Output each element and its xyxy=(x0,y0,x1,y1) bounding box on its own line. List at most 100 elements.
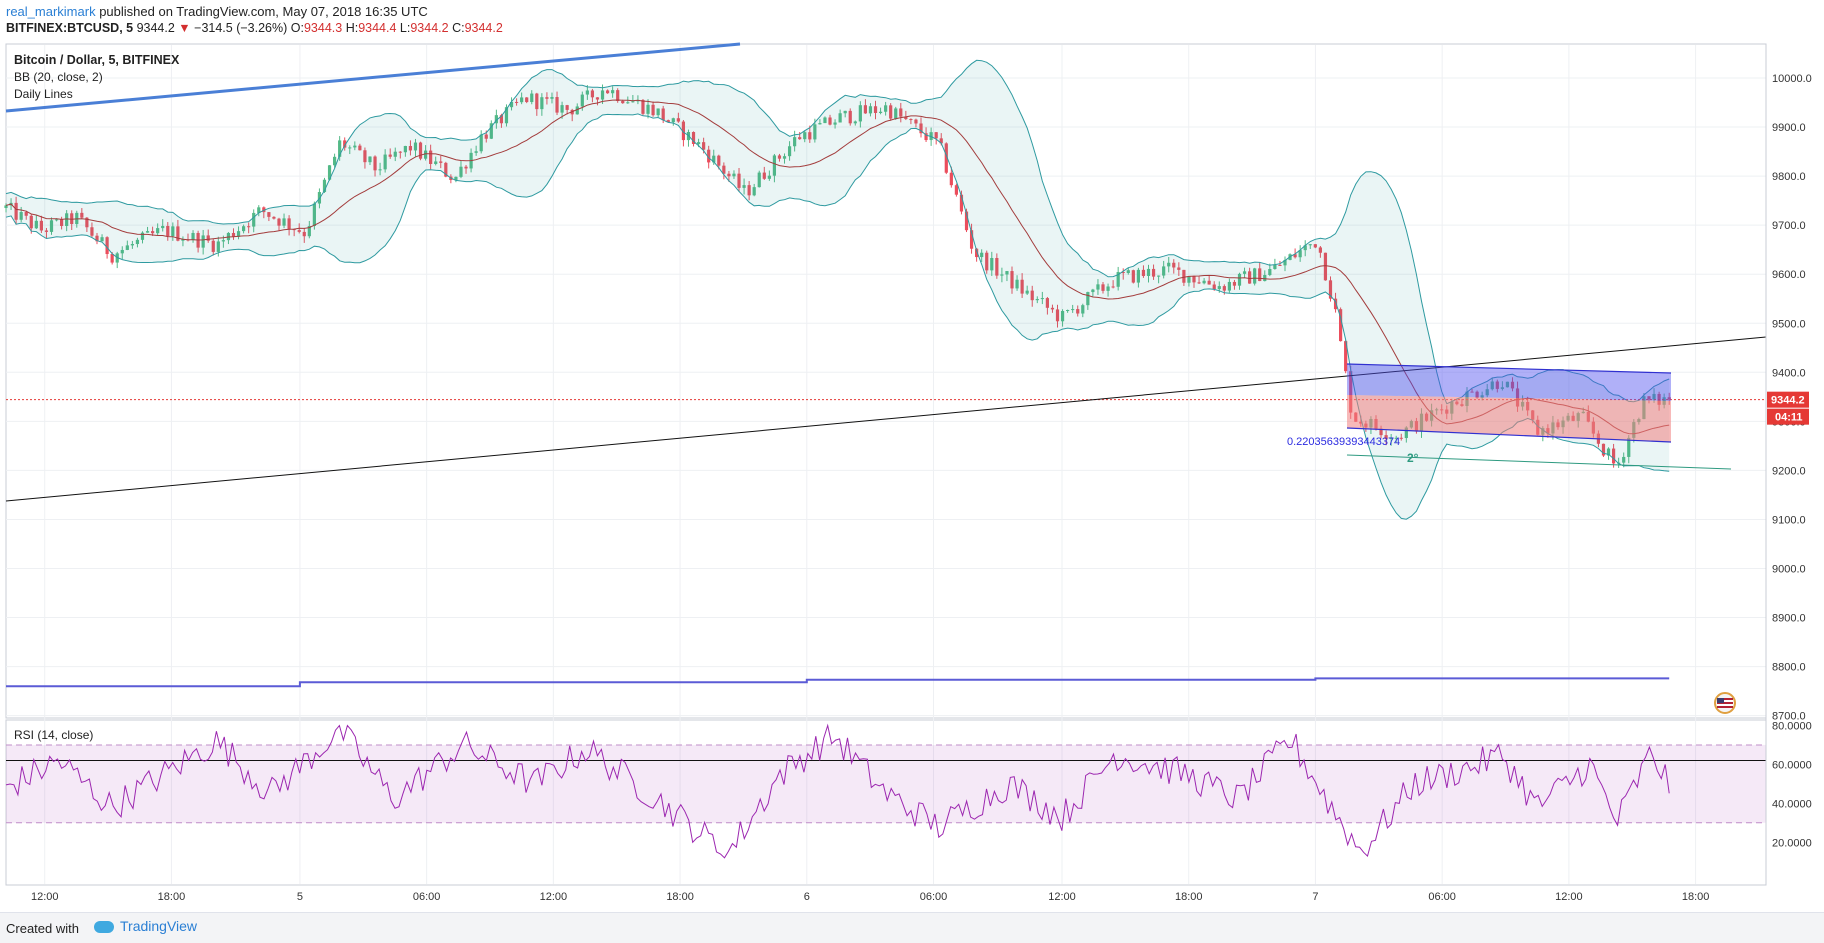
countdown-label-bg xyxy=(1767,408,1809,425)
candle-body xyxy=(221,240,225,242)
candle-body xyxy=(813,124,817,140)
candle-body xyxy=(236,231,241,237)
candle-body xyxy=(1076,309,1080,314)
candle-body xyxy=(611,90,615,94)
price-tick-label: 9700.0 xyxy=(1772,220,1806,232)
created-with-label: Created with xyxy=(6,921,79,936)
candle-body xyxy=(100,237,104,242)
legend-rsi: RSI (14, close) xyxy=(14,728,93,742)
candle-body xyxy=(166,225,170,237)
candle-body xyxy=(843,110,847,114)
time-tick-label: 12:00 xyxy=(31,891,59,903)
tradingview-brand: TradingView xyxy=(120,918,198,934)
time-tick-label: 18:00 xyxy=(1682,891,1710,903)
candle-body xyxy=(985,252,989,271)
candle-body xyxy=(1601,443,1606,456)
candle-body xyxy=(889,105,893,119)
candle-body xyxy=(914,119,918,124)
candle-body xyxy=(1207,280,1211,285)
candle-body xyxy=(939,138,943,144)
candle-body xyxy=(1045,298,1049,308)
price-tick-label: 9000.0 xyxy=(1772,564,1806,576)
candle-body xyxy=(287,218,291,230)
candle-body xyxy=(292,229,296,231)
drawings[interactable]: 0.22035639393443374 2° xyxy=(5,42,1767,502)
candle-body xyxy=(343,140,347,148)
candle-body xyxy=(540,97,544,110)
bb-basis-line xyxy=(5,99,1670,435)
rsi-tick-label: 20.0000 xyxy=(1772,837,1812,849)
candle-body xyxy=(171,226,175,237)
candle-body xyxy=(1500,387,1504,389)
close-value: 9344.2 xyxy=(464,21,503,35)
candle-body xyxy=(312,203,316,226)
time-tick-label: 7 xyxy=(1312,891,1318,903)
candle-body xyxy=(1202,280,1206,284)
candle-body xyxy=(828,117,832,125)
candle-body xyxy=(378,169,382,171)
time-tick-label: 18:00 xyxy=(1175,891,1203,903)
price-tick-label: 9500.0 xyxy=(1772,318,1806,330)
candle-body xyxy=(995,257,999,276)
footer: Created with TradingView xyxy=(0,912,1824,943)
candle-body xyxy=(216,241,220,252)
ohlc-line: BITFINEX:BTCUSD, 5 9344.2 ▼ −314.5 (−3.2… xyxy=(6,21,503,35)
candle-body xyxy=(363,150,367,163)
candle-body xyxy=(1273,264,1277,269)
candle-body xyxy=(135,239,140,245)
candle-body xyxy=(1394,437,1398,439)
candle-body xyxy=(125,245,129,250)
candle-body xyxy=(1293,254,1297,258)
candle-body xyxy=(545,97,549,99)
candle-body xyxy=(348,147,352,149)
candle-body xyxy=(949,172,953,186)
candle-body xyxy=(924,133,928,141)
candle-body xyxy=(327,165,332,180)
price-pane[interactable] xyxy=(5,43,1767,719)
blue-trendline xyxy=(5,42,741,113)
chart-canvas[interactable]: 0.22035639393443374 2° 10000.0 9900.0 9800.… xyxy=(0,0,1824,912)
price-tick-label: 8700.0 xyxy=(1772,711,1806,723)
candle-body xyxy=(1050,307,1055,310)
candle-body xyxy=(1192,276,1196,283)
candle-body xyxy=(176,226,180,241)
candle-body xyxy=(585,90,589,95)
candle-body xyxy=(565,105,569,110)
angle-line xyxy=(1346,454,1732,470)
candle-body xyxy=(1333,298,1338,310)
candle-body xyxy=(1389,437,1393,440)
candle-body xyxy=(878,111,883,113)
candle-body xyxy=(787,146,792,157)
candle-body xyxy=(1349,371,1353,413)
tradingview-link[interactable]: TradingView xyxy=(88,918,197,934)
candle-body xyxy=(14,202,18,220)
close-label: C: xyxy=(452,21,465,35)
candle-body xyxy=(459,166,463,177)
author-link[interactable]: real_markimark xyxy=(6,4,96,19)
price-tick-label: 9400.0 xyxy=(1772,367,1806,379)
rsi-tick-label: 40.0000 xyxy=(1772,798,1812,810)
flag-icon[interactable] xyxy=(1714,692,1736,714)
price-label-bg xyxy=(1767,391,1809,408)
candle-body xyxy=(373,156,377,171)
candle-body xyxy=(338,140,342,157)
candle-body xyxy=(307,225,311,237)
candle-body xyxy=(954,185,958,195)
candle-body xyxy=(211,240,215,252)
price-tick-label: 9100.0 xyxy=(1772,514,1806,526)
time-tick-label: 06:00 xyxy=(920,891,948,903)
candle-body xyxy=(1096,284,1100,290)
candle-body xyxy=(666,120,670,123)
upper-channel-fill xyxy=(1347,364,1671,401)
candle-body xyxy=(696,142,701,145)
candle-body xyxy=(1495,381,1499,389)
rsi-pane[interactable] xyxy=(5,719,1767,886)
candle-body xyxy=(646,104,650,114)
candle-body xyxy=(1055,309,1060,322)
candle-body xyxy=(818,123,822,125)
candle-body xyxy=(1313,244,1317,248)
high-value: 9344.4 xyxy=(358,21,397,35)
candle-body xyxy=(934,132,938,139)
candle-body xyxy=(904,116,908,120)
candle-body xyxy=(1263,275,1267,282)
